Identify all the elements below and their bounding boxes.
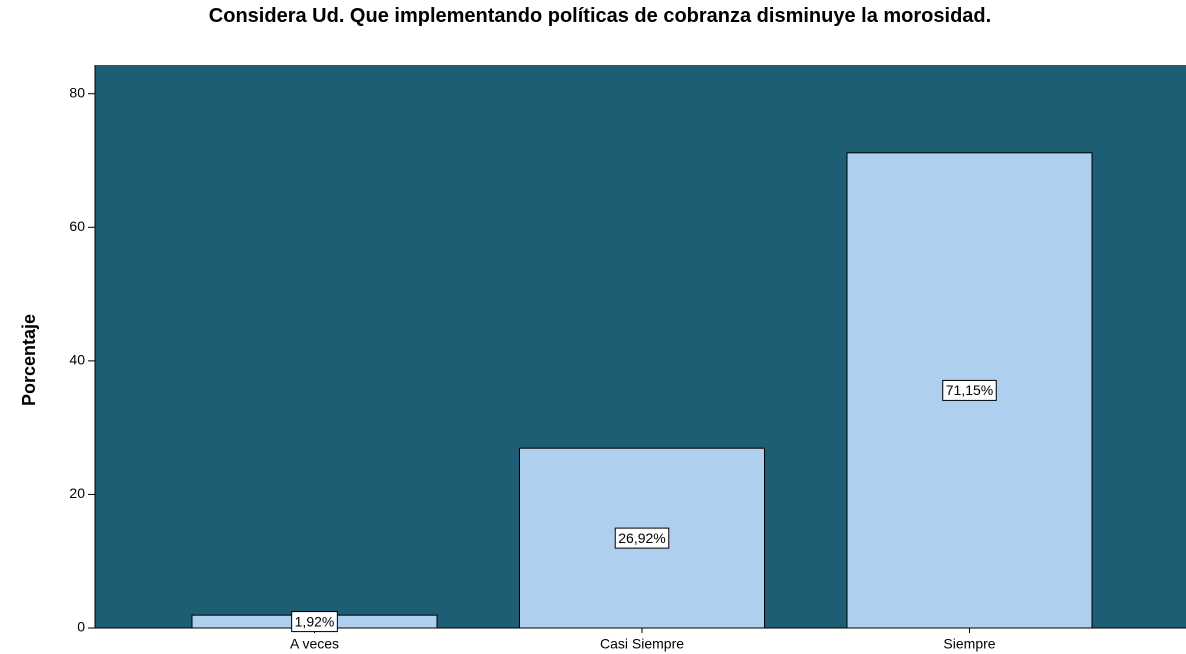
y-tick-label: 20	[69, 485, 85, 501]
chart-title: Considera Ud. Que implementando política…	[208, 5, 992, 27]
value-label-box	[942, 379, 997, 401]
value-label-box	[614, 527, 670, 549]
value-label: 71,15%	[946, 382, 993, 398]
value-label: 26,92%	[618, 530, 665, 546]
y-tick-label: 60	[69, 218, 85, 234]
y-tick-label: 80	[69, 84, 85, 100]
value-label: 1,92%	[295, 613, 335, 629]
x-tick-label: A veces	[290, 636, 339, 652]
x-tick-label: Siempre	[943, 636, 995, 652]
y-axis-label: Porcentaje	[19, 314, 39, 406]
y-tick-label: 0	[77, 619, 85, 635]
x-tick-label: Casi Siempre	[600, 636, 684, 652]
value-label-box	[291, 611, 338, 633]
y-tick-label: 40	[69, 352, 85, 368]
